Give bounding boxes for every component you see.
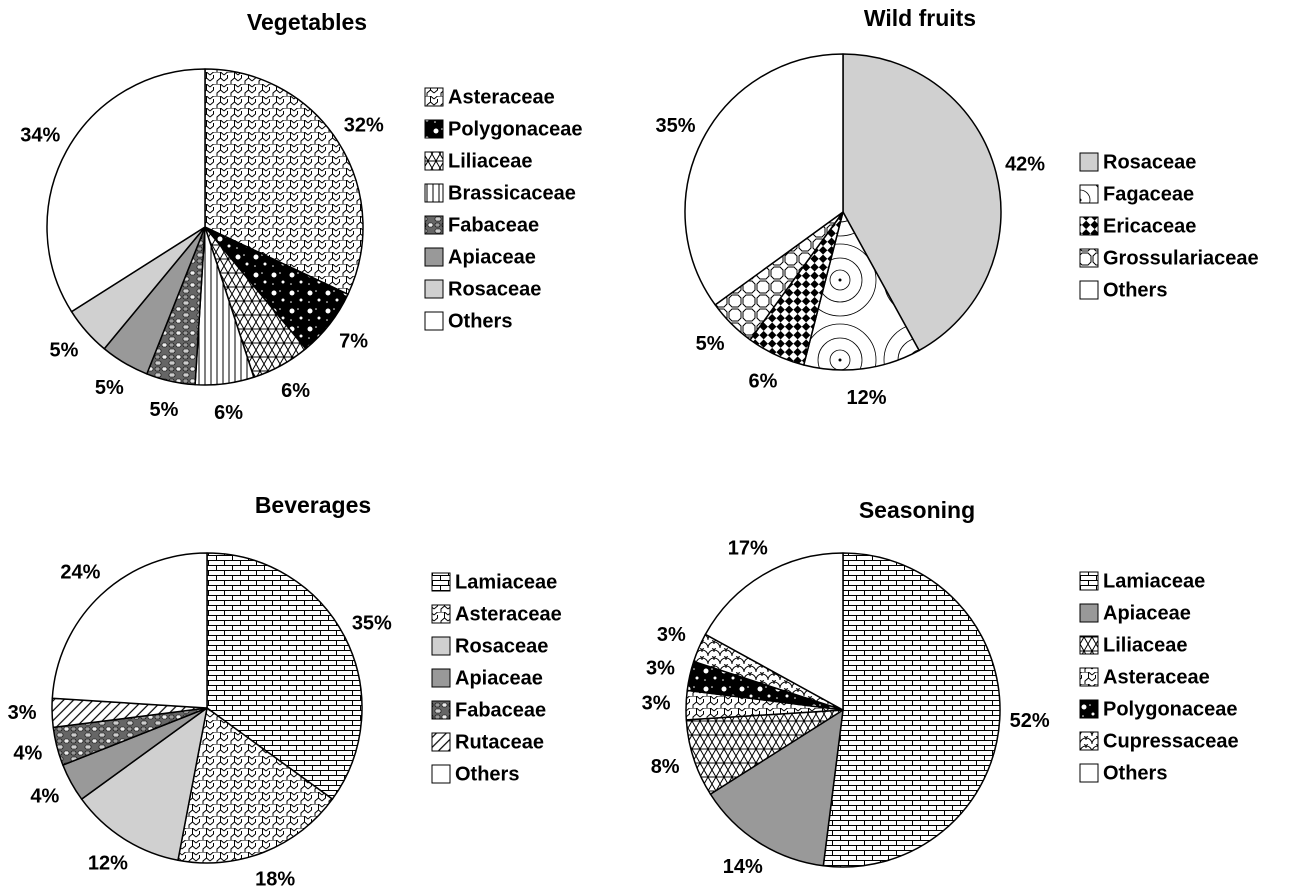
legend-label: Liliaceae [448, 150, 533, 172]
legend-swatch [1079, 635, 1099, 655]
value-label: 5% [150, 399, 179, 421]
chart-title: Wild fruits [864, 5, 976, 31]
legend-swatch [1079, 699, 1099, 719]
legend-label: Brassicaceae [448, 182, 576, 204]
pie-slice [177, 707, 334, 864]
legend-label: Others [455, 763, 519, 785]
value-label: 35% [352, 612, 392, 634]
chart-title: Beverages [255, 492, 371, 518]
pie-slice [842, 53, 1002, 352]
value-label: 12% [88, 852, 128, 874]
legend-label: Asteraceae [448, 86, 555, 108]
legend-swatch [1079, 667, 1099, 687]
value-label: 14% [723, 856, 763, 878]
pie-slice [802, 211, 920, 371]
value-label: 6% [281, 380, 310, 402]
legend-swatch [431, 636, 451, 656]
legend-label: Lamiaceae [455, 571, 557, 593]
pie-slice [684, 53, 844, 306]
chart-title: Seasoning [859, 497, 975, 523]
value-label: 18% [255, 868, 295, 890]
legend-label: Cupressaceae [1103, 730, 1239, 752]
legend-label: Fabaceae [448, 214, 539, 236]
legend-swatch [431, 764, 451, 784]
legend-label: Apiaceae [455, 667, 543, 689]
pie-slice [80, 707, 208, 862]
legend-label: Asteraceae [1103, 666, 1210, 688]
value-label: 3% [642, 692, 671, 714]
legend-label: Others [1103, 762, 1167, 784]
value-label: 5% [50, 340, 79, 362]
pie-slice [206, 552, 363, 800]
value-label: 24% [60, 561, 100, 583]
value-label: 35% [655, 115, 695, 137]
legend-swatch [1079, 731, 1099, 751]
value-label: 4% [30, 785, 59, 807]
legend-swatch [1079, 571, 1099, 591]
legend-label: Rosaceae [448, 278, 541, 300]
legend-swatch [431, 668, 451, 688]
legend-swatch [424, 87, 444, 107]
legend-swatch [424, 119, 444, 139]
legend-swatch [1079, 184, 1099, 204]
value-label: 6% [214, 402, 243, 424]
pie-slice [204, 68, 364, 296]
legend-swatch [1079, 248, 1099, 268]
value-label: 3% [646, 657, 675, 679]
legend-swatch [424, 279, 444, 299]
legend-swatch [424, 247, 444, 267]
legend-swatch [1079, 216, 1099, 236]
value-label: 8% [651, 756, 680, 778]
value-label: 17% [728, 537, 768, 559]
legend-swatch [1079, 763, 1099, 783]
pie-slice [46, 68, 206, 313]
legend-swatch [424, 311, 444, 331]
legend-label: Others [1103, 279, 1167, 301]
legend-label: Liliaceae [1103, 634, 1188, 656]
legend-swatch [431, 572, 451, 592]
value-label: 52% [1010, 710, 1050, 732]
value-label: 3% [657, 624, 686, 646]
legend-label: Polygonaceae [1103, 698, 1238, 720]
legend-label: Grossulariaceae [1103, 247, 1259, 269]
pie-slice [709, 709, 844, 867]
legend-label: Ericaceae [1103, 215, 1196, 237]
value-label: 42% [1005, 154, 1045, 176]
value-label: 4% [13, 742, 42, 764]
value-label: 34% [20, 125, 60, 147]
value-label: 32% [344, 115, 384, 137]
legend-swatch [424, 151, 444, 171]
legend-label: Fagaceae [1103, 183, 1194, 205]
legend-label: Polygonaceae [448, 118, 583, 140]
legend-swatch [431, 604, 451, 624]
legend-label: Asteraceae [455, 603, 562, 625]
legend-label: Fabaceae [455, 699, 546, 721]
legend-swatch [1079, 152, 1099, 172]
legend-swatch [424, 183, 444, 203]
legend-swatch [1079, 280, 1099, 300]
legend-label: Rutaceae [455, 731, 544, 753]
value-label: 5% [95, 377, 124, 399]
chart-title: Vegetables [247, 9, 367, 35]
value-label: 3% [8, 702, 37, 724]
value-label: 7% [339, 331, 368, 353]
pie-slice [51, 552, 208, 709]
legend-swatch [431, 700, 451, 720]
legend-swatch [1079, 603, 1099, 623]
legend-label: Apiaceae [1103, 602, 1191, 624]
value-label: 5% [696, 333, 725, 355]
legend-label: Rosaceae [455, 635, 548, 657]
legend-label: Others [448, 310, 512, 332]
legend-label: Rosaceae [1103, 151, 1196, 173]
legend-label: Lamiaceae [1103, 570, 1205, 592]
legend-swatch [431, 732, 451, 752]
value-label: 12% [847, 387, 887, 409]
value-label: 6% [749, 370, 778, 392]
legend-label: Apiaceae [448, 246, 536, 268]
pie-slice [704, 552, 844, 711]
legend-swatch [424, 215, 444, 235]
pie-slice [822, 552, 1001, 868]
